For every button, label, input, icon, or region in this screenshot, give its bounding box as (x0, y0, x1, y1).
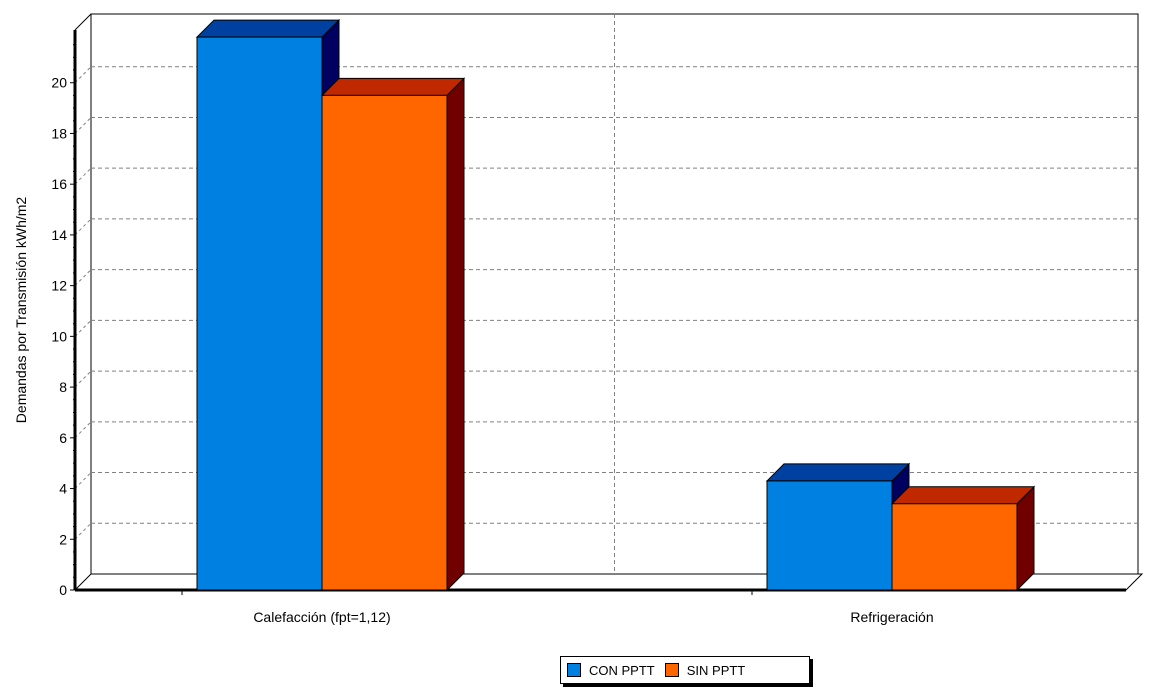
gridline-connector (74, 66, 92, 84)
legend-swatch-con-pptt (567, 663, 581, 677)
y-tick-label: 12 (51, 278, 67, 294)
bar-top (765, 463, 911, 482)
x-tick-label: Calefacción (fpt=1,12) (253, 609, 390, 625)
gridline-connector (74, 522, 92, 540)
bar-top (890, 486, 1036, 505)
gridline-connector (74, 117, 92, 134)
legend-item-con-pptt: CON PPTT (567, 663, 655, 678)
bar-top (195, 19, 341, 38)
y-tick-label: 10 (51, 328, 67, 344)
y-tick-label: 18 (51, 125, 67, 141)
legend-label-sin-pptt: SIN PPTT (686, 662, 746, 678)
y-axis-label: Demandas por Transmisión kWh/m2 (13, 197, 29, 424)
bar-layer (195, 18, 1036, 592)
bar-side (446, 77, 465, 592)
legend-swatch-sin-pptt (664, 663, 679, 677)
gridline-connector (74, 370, 92, 388)
x-tick-label: Refrigeración (850, 609, 933, 625)
gridline-connector (74, 472, 92, 489)
y-tick-label: 20 (51, 75, 67, 91)
bar-front (196, 36, 323, 591)
bar-top (320, 77, 466, 96)
gridline-connector (74, 320, 92, 337)
wall-edge (74, 13, 92, 31)
bar-con-pptt-1 (765, 462, 911, 592)
bar-side (1016, 485, 1035, 592)
y-tick-label: 16 (51, 176, 67, 192)
label-layer: 0 2 4 6 8 10 12 14 16 18 20 Calefacción (fpt=1,12) R… (51, 75, 933, 625)
bar-front (891, 503, 1018, 591)
y-tick-label: 14 (51, 227, 67, 243)
y-tick-label: 2 (59, 531, 67, 547)
legend-label-con-pptt: CON PPTT (589, 662, 655, 678)
y-tick-label: 4 (59, 481, 67, 497)
bar-sin-pptt-0 (320, 77, 466, 592)
legend-item-sin-pptt: SIN PPTT (664, 662, 746, 678)
y-tick-label: 8 (59, 379, 67, 395)
gridline-connector (74, 269, 92, 286)
bar-sin-pptt-1 (890, 485, 1036, 592)
bar-front (766, 480, 893, 591)
gridline-connector (74, 421, 92, 439)
legend: CON PPTT SIN PPTT (560, 656, 810, 684)
bar-front (321, 94, 448, 591)
y-tick-label: 6 (59, 430, 67, 446)
y-tick-label: 0 (59, 582, 67, 598)
gridline-connector (74, 167, 92, 185)
gridline-connector (74, 218, 92, 236)
bar-con-pptt-0 (195, 18, 341, 592)
